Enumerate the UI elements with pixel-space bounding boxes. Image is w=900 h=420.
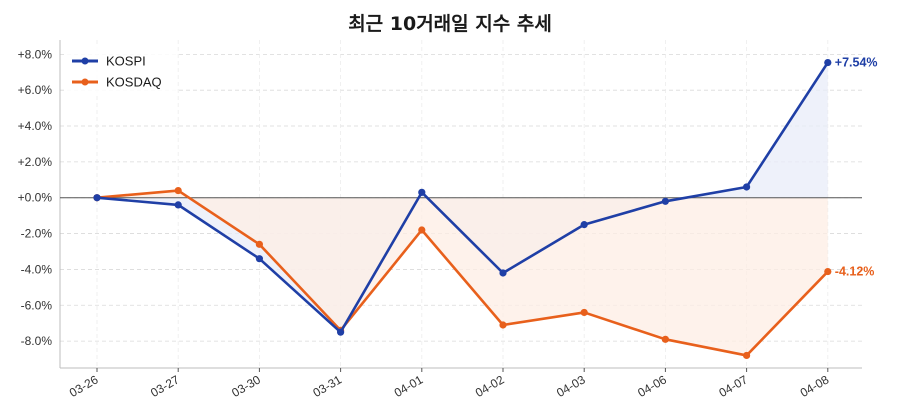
series-lines	[93, 58, 832, 360]
x-tick-label: 04-01	[392, 372, 426, 400]
data-point-kospi	[580, 221, 588, 229]
end-label-kospi: +7.54%	[835, 56, 878, 70]
legend-label-kospi: KOSPI	[106, 54, 146, 69]
data-point-kosdaq	[418, 226, 426, 234]
x-tick-label: 04-08	[798, 372, 832, 400]
data-point-kospi	[337, 328, 345, 336]
y-tick-label: +8.0%	[18, 47, 53, 61]
x-tick-label: 03-30	[229, 372, 263, 400]
y-tick-label: +4.0%	[18, 119, 53, 133]
legend-label-kosdaq: KOSDAQ	[106, 75, 162, 90]
y-tick-label: +0.0%	[18, 191, 53, 205]
data-point-kospi	[93, 194, 101, 202]
data-point-kosdaq	[661, 335, 670, 343]
data-point-kospi	[418, 188, 426, 196]
legend-item-kosdaq: KOSDAQ	[72, 75, 162, 90]
y-tick-label: -2.0%	[21, 227, 53, 241]
end-labels: -4.12% +7.54%	[835, 56, 878, 279]
series-line-kospi	[96, 61, 829, 334]
data-point-kospi	[824, 58, 832, 67]
data-point-kosdaq	[499, 321, 507, 329]
data-point-kospi	[499, 269, 507, 277]
data-point-kosdaq	[174, 186, 182, 195]
x-tick-label: 03-31	[311, 372, 345, 400]
x-tick-label: 03-27	[148, 372, 182, 400]
data-point-kosdaq	[255, 240, 263, 248]
data-point-kospi	[174, 201, 182, 209]
x-tick-label: 04-07	[717, 372, 751, 400]
legend-marker-kosdaq	[81, 78, 89, 86]
data-point-kosdaq	[743, 351, 751, 360]
x-tick-label: 04-06	[635, 372, 669, 400]
y-tick-label: +6.0%	[18, 83, 53, 97]
series-line-kosdaq	[96, 189, 829, 357]
data-point-kospi	[661, 197, 670, 205]
y-tick-label: +2.0%	[18, 155, 53, 169]
data-point-kospi	[743, 183, 751, 191]
legend-item-kospi: KOSPI	[72, 54, 146, 69]
area-fill-kosdaq	[97, 190, 828, 356]
y-tick-label: -6.0%	[21, 298, 53, 312]
end-label-kosdaq: -4.12%	[835, 265, 875, 279]
legend-marker-kospi	[81, 57, 89, 65]
legend: KOSPI KOSDAQ	[64, 46, 176, 96]
data-point-kospi	[255, 255, 263, 263]
data-point-kosdaq	[580, 308, 588, 317]
y-tick-label: -8.0%	[21, 334, 53, 348]
chart-title: 최근 10거래일 지수 추세	[348, 13, 552, 35]
x-tick-label: 04-03	[554, 372, 588, 400]
x-tick-label: 04-02	[473, 372, 507, 400]
y-tick-label: -4.0%	[21, 262, 53, 276]
x-tick-label: 03-26	[67, 372, 101, 400]
data-point-kosdaq	[824, 267, 832, 276]
